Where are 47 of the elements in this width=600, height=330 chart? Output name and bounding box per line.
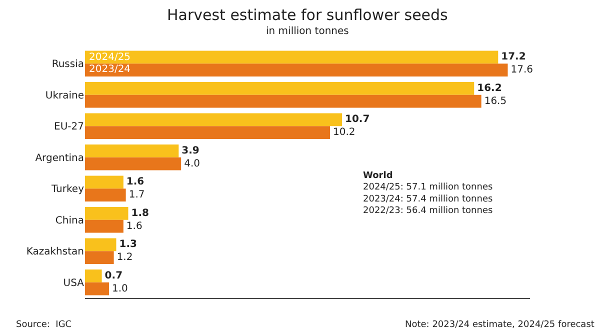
data-label: 1.2 [116,252,133,264]
series-label: 2023/24 [89,64,131,75]
y-tick-label: Turkey [50,184,84,196]
bar [85,82,474,95]
data-label: 3.9 [182,145,200,156]
bar [85,157,182,170]
y-tick-label: EU-27 [54,122,84,133]
bar [85,251,114,264]
data-label: 17.6 [510,64,534,76]
data-label: 10.2 [333,127,356,138]
bar [85,64,508,76]
data-label: 1.6 [126,176,144,188]
series-label: 2024/25 [89,52,131,63]
data-label: 1.3 [119,239,137,250]
bar [85,94,482,108]
chart-subtitle: in million tonnes [266,26,349,37]
bar [85,220,124,233]
data-label: 16.2 [477,82,502,94]
bar [85,113,342,126]
y-tick-label: USA [63,278,84,289]
y-tick-label: Russia [52,59,84,70]
bar [85,126,330,139]
data-label: 1.7 [128,190,145,201]
data-label: 16.5 [484,96,507,107]
bar [85,50,498,64]
annotation: World 2024/25: 57.1 million tonnes 2023/24: 57.4 million tonnes 2022/23: 56.4 million tonnes [363,171,493,216]
data-label: 10.7 [345,114,370,126]
bar [85,188,126,202]
data-label: 1.8 [131,208,149,219]
data-label: 0.7 [104,270,123,282]
text: Note: 2023/24 estimate, 2024/25 forecast [405,320,595,330]
chart-title: Harvest estimate for sunflower seeds [167,6,448,24]
source-note: Source: IGC [16,320,72,330]
y-tick-label: Argentina [35,152,84,164]
y-tick-label: China [55,215,84,226]
y-tick-label: Kazakhstan [26,246,84,258]
data-label: 17.2 [501,52,526,63]
data-label: 1.6 [126,220,142,232]
bar [85,176,124,189]
bar [85,282,110,296]
bar [85,207,128,220]
bar [85,144,179,158]
y-tick-label: Ukraine [45,90,84,102]
data-label: 1.0 [112,283,128,294]
bar [85,270,102,282]
bar [85,238,116,252]
data-label: 4.0 [184,158,200,170]
